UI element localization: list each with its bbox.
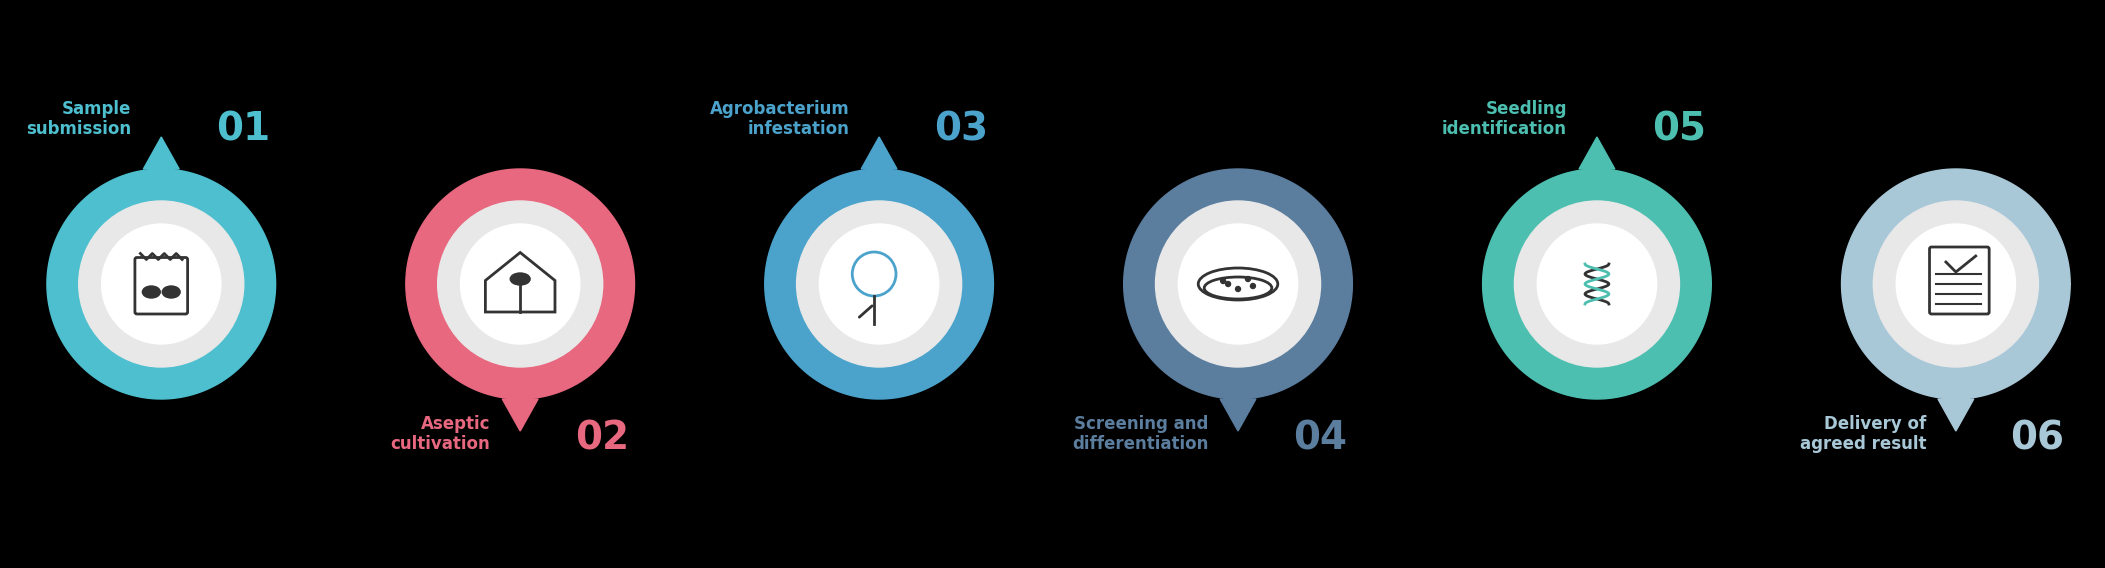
Circle shape [1513, 201, 1680, 367]
Circle shape [101, 224, 221, 344]
Circle shape [78, 201, 244, 367]
Circle shape [1897, 224, 2014, 344]
Ellipse shape [509, 273, 530, 285]
Circle shape [1537, 224, 1657, 344]
Polygon shape [1579, 137, 1615, 169]
FancyBboxPatch shape [135, 257, 187, 314]
Text: 06: 06 [2010, 420, 2065, 458]
Circle shape [796, 201, 962, 367]
Circle shape [1221, 278, 1225, 283]
Circle shape [438, 201, 602, 367]
Ellipse shape [1198, 268, 1278, 300]
Text: Agrobacterium
infestation: Agrobacterium infestation [709, 99, 848, 139]
Text: 01: 01 [217, 110, 269, 148]
Circle shape [1236, 286, 1240, 291]
FancyBboxPatch shape [1930, 247, 1989, 314]
Circle shape [1250, 283, 1255, 289]
Circle shape [1225, 282, 1231, 286]
Text: Screening and
differentiation: Screening and differentiation [1071, 415, 1208, 453]
Polygon shape [406, 169, 634, 399]
Circle shape [1179, 224, 1297, 344]
Circle shape [819, 224, 939, 344]
Polygon shape [1939, 399, 1974, 431]
Text: Sample
submission: Sample submission [25, 99, 131, 139]
Circle shape [461, 224, 579, 344]
Ellipse shape [143, 286, 160, 298]
Polygon shape [1221, 399, 1257, 431]
Polygon shape [143, 137, 179, 169]
Polygon shape [764, 169, 994, 399]
Circle shape [1873, 201, 2038, 367]
Polygon shape [503, 399, 539, 431]
Circle shape [1246, 277, 1250, 282]
Polygon shape [1124, 169, 1351, 399]
Circle shape [1156, 201, 1320, 367]
Text: Seedling
identification: Seedling identification [1442, 99, 1566, 139]
Polygon shape [861, 137, 897, 169]
Polygon shape [1482, 169, 1711, 399]
Text: 03: 03 [935, 110, 987, 148]
Text: 02: 02 [575, 420, 629, 458]
Circle shape [853, 252, 897, 296]
Polygon shape [46, 169, 276, 399]
Text: Delivery of
agreed result: Delivery of agreed result [1800, 415, 1926, 453]
Ellipse shape [162, 286, 181, 298]
Text: Aseptic
cultivation: Aseptic cultivation [392, 415, 490, 453]
Text: 05: 05 [1652, 110, 1705, 148]
Polygon shape [486, 253, 556, 312]
Text: 04: 04 [1292, 420, 1347, 458]
Ellipse shape [1204, 277, 1271, 299]
FancyArrowPatch shape [859, 306, 871, 317]
Polygon shape [1842, 169, 2069, 399]
